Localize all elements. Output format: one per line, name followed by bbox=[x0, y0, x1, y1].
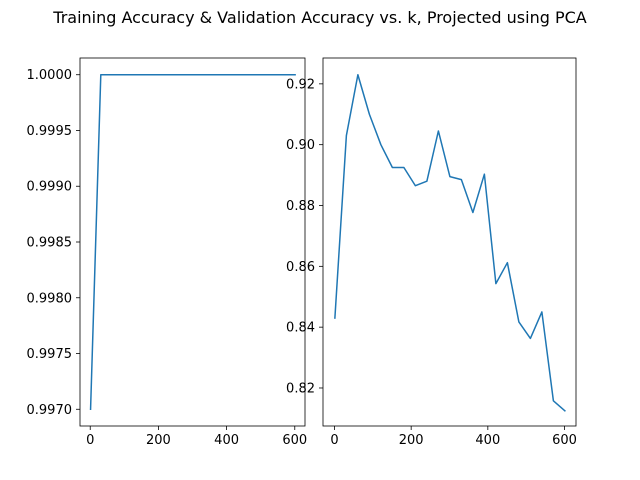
train-y-tick-label: 0.9980 bbox=[27, 291, 73, 306]
val-y-tick-label: 0.86 bbox=[286, 260, 315, 275]
training-accuracy-axes: 0 200 400 600 0.9970 0.9975 0.9980 0.9985 0.9990… bbox=[27, 57, 307, 448]
val-y-tick-label: 0.92 bbox=[286, 77, 315, 92]
train-series-line bbox=[89, 73, 296, 411]
val-x-tick-label: 0 bbox=[330, 433, 338, 448]
train-x-tick-label: 400 bbox=[214, 433, 239, 448]
train-y-tick-label: 0.9990 bbox=[27, 180, 73, 195]
val-y-tick-label: 0.82 bbox=[286, 381, 315, 396]
train-y-tick-label: 0.9975 bbox=[27, 347, 73, 362]
train-y-tick-label: 1.0000 bbox=[27, 68, 73, 83]
val-x-tick-label: 600 bbox=[552, 433, 577, 448]
val-y-tick-label: 0.84 bbox=[286, 321, 315, 336]
validation-accuracy-axes: 0 200 400 600 0.82 0.84 0.86 0.88 0.90 0.92 bbox=[286, 57, 577, 448]
train-y-tick-label: 0.9985 bbox=[27, 236, 73, 251]
train-axes-frame bbox=[79, 57, 306, 427]
train-y-tick-label: 0.9995 bbox=[27, 124, 73, 139]
train-x-tick-label: 0 bbox=[86, 433, 94, 448]
val-y-tick-label: 0.90 bbox=[286, 138, 315, 153]
train-y-tick-label: 0.9970 bbox=[27, 403, 73, 418]
val-y-tick-label: 0.88 bbox=[286, 199, 315, 214]
train-x-tick-label: 600 bbox=[282, 433, 307, 448]
figure-title: Training Accuracy & Validation Accuracy … bbox=[52, 8, 587, 27]
val-series-line bbox=[334, 73, 566, 412]
val-x-tick-label: 200 bbox=[399, 433, 424, 448]
train-x-tick-label: 200 bbox=[146, 433, 171, 448]
val-axes-frame bbox=[322, 57, 577, 427]
val-x-tick-label: 400 bbox=[475, 433, 500, 448]
